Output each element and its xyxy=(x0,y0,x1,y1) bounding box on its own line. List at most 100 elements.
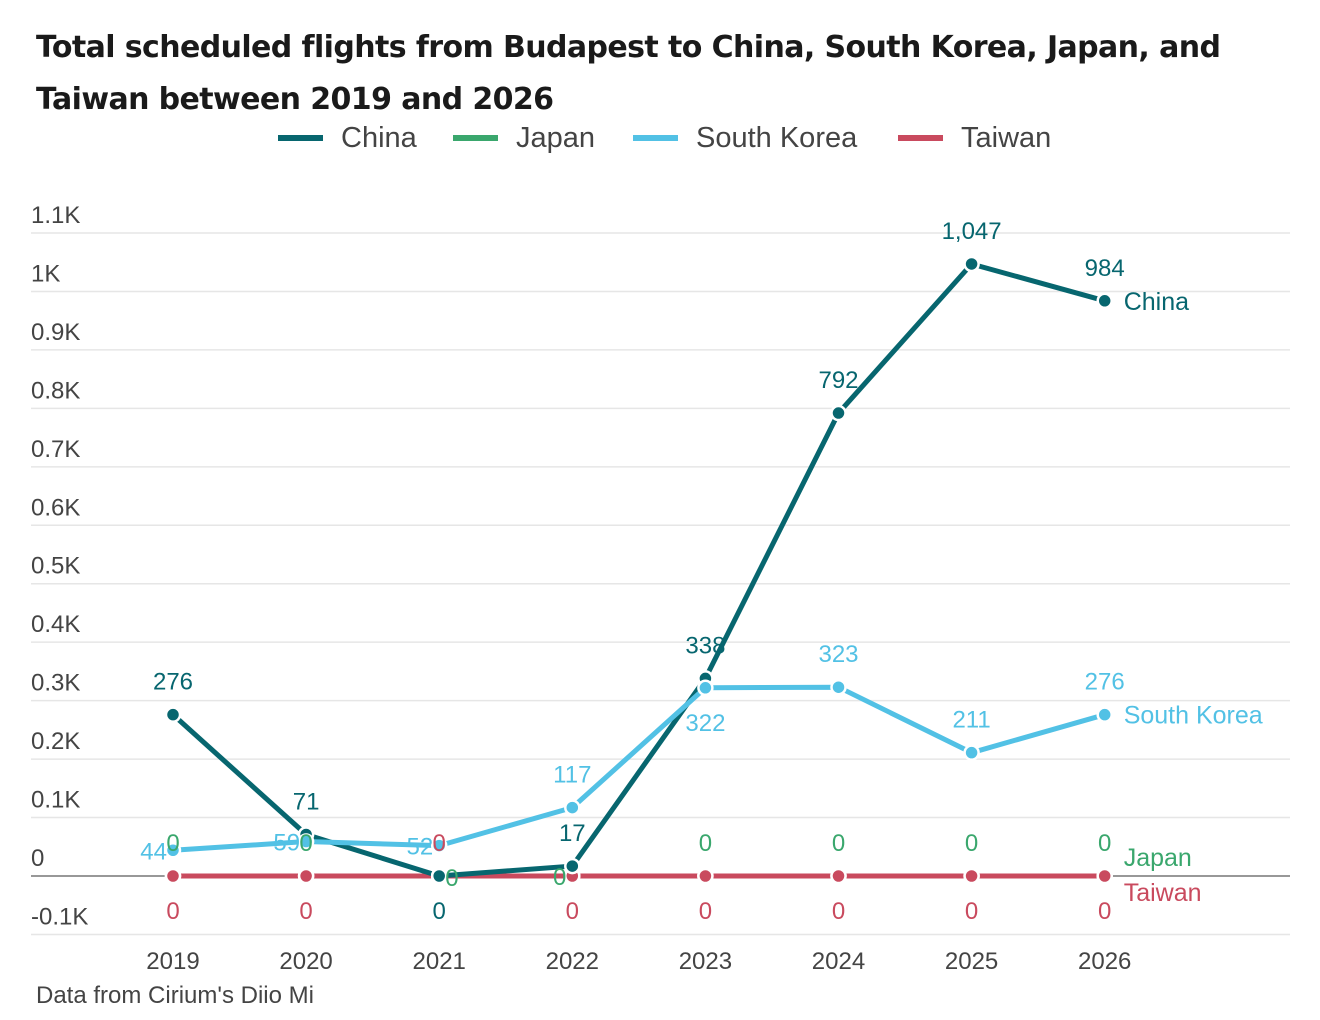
end-label-taiwan: Taiwan xyxy=(1124,879,1202,907)
data-label-taiwan: 0 xyxy=(566,898,579,925)
data-label-china: 1,047 xyxy=(942,218,1002,245)
legend-swatch-taiwan xyxy=(898,135,943,141)
data-label-south-korea: 44 xyxy=(140,838,167,865)
legend-label-taiwan: Taiwan xyxy=(961,121,1052,154)
marker-taiwan xyxy=(164,867,182,885)
marker-south-korea xyxy=(963,744,980,761)
x-tick-label: 2025 xyxy=(945,948,998,975)
data-label-south-korea: 323 xyxy=(818,641,858,668)
data-label-china: 984 xyxy=(1085,255,1125,282)
legend-item-japan[interactable]: Japan xyxy=(453,118,595,158)
y-tick-label: 1.1K xyxy=(31,202,80,229)
marker-south-korea xyxy=(430,837,448,854)
y-tick-label: 0.9K xyxy=(31,319,80,346)
marker-china xyxy=(164,706,182,723)
legend-label-china: China xyxy=(341,121,417,154)
series-end-labels: China South Korea Japan Taiwan xyxy=(1124,288,1263,907)
legend-swatch-china xyxy=(278,135,323,141)
marker-south-korea xyxy=(564,799,581,816)
x-tick-label: 2019 xyxy=(146,948,199,975)
data-label-japan: 0 xyxy=(445,865,458,892)
legend-label-japan: Japan xyxy=(516,121,596,154)
data-label-japan: 0 xyxy=(299,830,312,857)
y-tick-label: 0.5K xyxy=(31,553,80,580)
x-tick-label: 2020 xyxy=(279,948,332,975)
y-tick-label: 1K xyxy=(31,260,60,287)
data-label-japan: 0 xyxy=(832,830,845,857)
marker-south-korea xyxy=(297,833,315,850)
marker-south-korea xyxy=(164,842,182,859)
y-tick-label: 0.6K xyxy=(31,494,80,521)
legend-item-china[interactable]: China xyxy=(278,118,417,158)
marker-china xyxy=(830,404,847,422)
marker-south-korea xyxy=(697,679,714,697)
marker-taiwan xyxy=(297,867,315,885)
data-label-japan: 0 xyxy=(1098,830,1111,857)
x-axis: 2019 2020 2021 2022 2023 2024 2025 2026 xyxy=(146,948,1131,975)
x-tick-label: 2024 xyxy=(812,948,865,975)
legend-swatch-japan xyxy=(453,135,498,141)
y-tick-label: 0 xyxy=(31,845,44,872)
data-label-japan: 0 xyxy=(699,830,712,857)
data-label-china: 17 xyxy=(559,820,586,847)
data-label-taiwan: 0 xyxy=(299,898,312,925)
y-tick-label: 0.1K xyxy=(31,787,80,814)
data-label-japan: 0 xyxy=(166,830,179,857)
x-tick-label: 2022 xyxy=(546,948,599,975)
y-tick-label: 0.7K xyxy=(31,436,80,463)
data-label-south-korea: 322 xyxy=(685,710,725,737)
data-label-south-korea: 52 xyxy=(406,834,433,861)
data-label-japan: 0 xyxy=(965,830,978,857)
data-label-south-korea: 211 xyxy=(952,707,990,734)
marker-taiwan xyxy=(963,867,980,885)
data-label-taiwan: 0 xyxy=(699,898,712,925)
series-line-china xyxy=(170,261,1108,879)
data-label-taiwan: 0 xyxy=(832,898,845,925)
y-tick-label: -0.1K xyxy=(31,903,88,930)
series-line-south-korea xyxy=(170,684,1108,853)
y-tick-label: 0.3K xyxy=(31,670,80,697)
y-axis: 1.1K 1K 0.9K 0.8K 0.7K 0.6K 0.5K 0.4K 0.3K 0.2K 0.… xyxy=(31,202,88,930)
legend-swatch-south-korea xyxy=(633,135,678,141)
data-label-taiwan: 0 xyxy=(965,898,978,925)
data-label-china: 71 xyxy=(293,788,320,815)
x-tick-label: 2023 xyxy=(679,948,732,975)
x-tick-label: 2026 xyxy=(1078,948,1131,975)
series-lines xyxy=(170,261,1108,879)
marker-china xyxy=(1096,292,1113,310)
chart-title: Total scheduled flights from Budapest to… xyxy=(36,30,1221,117)
data-label-japan: 0 xyxy=(553,864,566,891)
source-note: Data from Cirium's Diio Mi xyxy=(36,982,314,1009)
data-label-china: 792 xyxy=(818,367,858,394)
data-label-south-korea: 117 xyxy=(553,762,591,789)
legend: China Japan South Korea Taiwan xyxy=(0,118,1320,158)
end-label-china: China xyxy=(1124,288,1189,316)
marker-china xyxy=(430,867,448,885)
marker-china xyxy=(963,255,980,273)
y-tick-label: 0.2K xyxy=(31,728,80,755)
marker-south-korea xyxy=(830,678,847,696)
data-label-taiwan: 0 xyxy=(166,898,179,925)
data-label-taiwan: 0 xyxy=(1098,898,1111,925)
data-label-china: 276 xyxy=(153,669,193,696)
data-label-taiwan: 0 xyxy=(433,830,446,857)
marker-taiwan xyxy=(830,867,847,885)
data-label-south-korea: 59 xyxy=(273,830,300,857)
data-label-china: 338 xyxy=(685,632,725,659)
x-tick-label: 2021 xyxy=(413,948,466,975)
marker-china xyxy=(564,857,581,875)
marker-taiwan xyxy=(697,867,714,885)
marker-south-korea xyxy=(1096,706,1113,723)
y-tick-label: 0.4K xyxy=(31,611,80,638)
end-label-japan: Japan xyxy=(1124,844,1192,872)
data-label-south-korea: 276 xyxy=(1085,669,1125,696)
legend-item-taiwan[interactable]: Taiwan xyxy=(898,118,1051,158)
legend-item-south-korea[interactable]: South Korea xyxy=(633,118,857,158)
end-label-south-korea: South Korea xyxy=(1124,702,1263,730)
series-markers xyxy=(164,255,1113,885)
marker-taiwan xyxy=(1096,867,1113,885)
data-label-china: 0 xyxy=(433,898,446,925)
legend-label-south-korea: South Korea xyxy=(696,121,858,154)
